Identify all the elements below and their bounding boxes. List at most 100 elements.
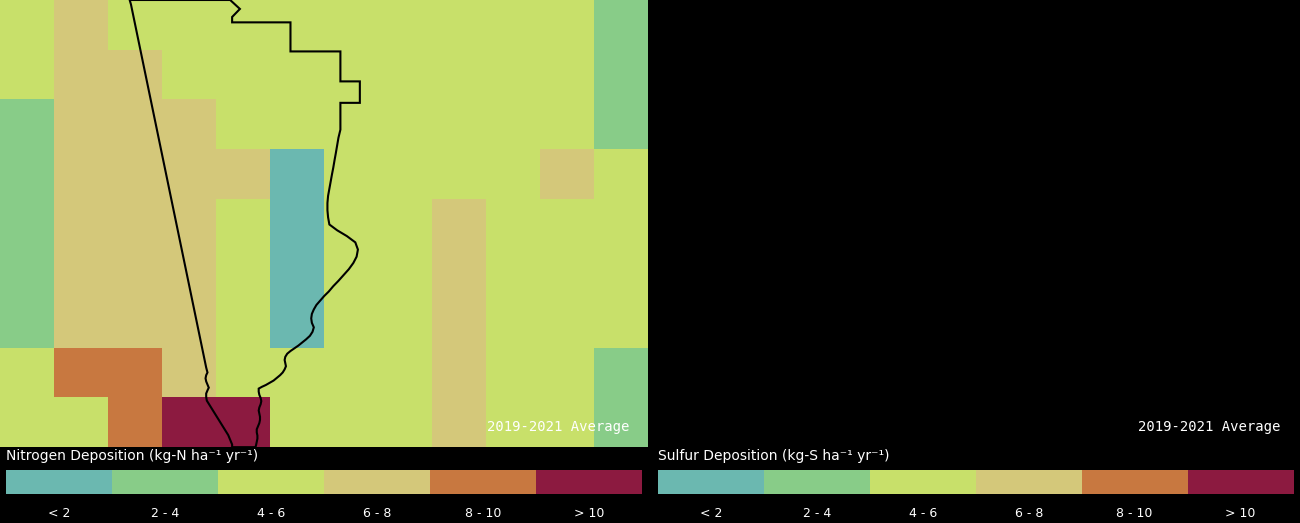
Bar: [0, 50, 55, 99]
Bar: [108, 298, 162, 348]
Bar: [0, 348, 55, 397]
Bar: [486, 149, 541, 199]
Bar: [658, 470, 764, 494]
Bar: [270, 149, 324, 199]
Bar: [324, 248, 378, 298]
Bar: [594, 199, 649, 248]
Bar: [378, 99, 433, 149]
Bar: [270, 298, 324, 348]
Bar: [216, 348, 270, 397]
Bar: [216, 199, 270, 248]
Text: 8 - 10: 8 - 10: [465, 507, 502, 520]
Bar: [324, 0, 378, 50]
Bar: [541, 149, 594, 199]
Bar: [108, 199, 162, 248]
Bar: [324, 99, 378, 149]
Bar: [378, 50, 433, 99]
Bar: [536, 470, 642, 494]
Bar: [55, 298, 108, 348]
Bar: [594, 149, 649, 199]
Bar: [430, 470, 536, 494]
Text: < 2: < 2: [699, 507, 723, 520]
Bar: [108, 50, 162, 99]
Bar: [378, 199, 433, 248]
Bar: [976, 470, 1082, 494]
Bar: [486, 50, 541, 99]
Bar: [541, 99, 594, 149]
Bar: [324, 348, 378, 397]
Bar: [216, 397, 270, 447]
Bar: [108, 149, 162, 199]
Text: 4 - 6: 4 - 6: [257, 507, 286, 520]
Bar: [541, 0, 594, 50]
Bar: [594, 0, 649, 50]
Bar: [162, 248, 216, 298]
Bar: [55, 199, 108, 248]
Bar: [270, 348, 324, 397]
Bar: [0, 149, 55, 199]
Text: 4 - 6: 4 - 6: [909, 507, 937, 520]
Bar: [216, 50, 270, 99]
Bar: [108, 99, 162, 149]
Text: 6 - 8: 6 - 8: [363, 507, 391, 520]
Text: > 10: > 10: [573, 507, 604, 520]
Bar: [378, 0, 433, 50]
Bar: [486, 298, 541, 348]
Bar: [270, 99, 324, 149]
Bar: [162, 149, 216, 199]
Bar: [433, 348, 486, 397]
Bar: [55, 348, 108, 397]
Bar: [218, 470, 324, 494]
Bar: [433, 0, 486, 50]
Text: > 10: > 10: [1226, 507, 1256, 520]
Bar: [433, 50, 486, 99]
Bar: [486, 199, 541, 248]
Bar: [594, 348, 649, 397]
Text: 2019-2021 Average: 2019-2021 Average: [486, 420, 629, 434]
Bar: [216, 0, 270, 50]
Bar: [324, 470, 430, 494]
Bar: [594, 248, 649, 298]
Bar: [486, 99, 541, 149]
Bar: [541, 50, 594, 99]
Bar: [378, 397, 433, 447]
Bar: [486, 248, 541, 298]
Bar: [486, 0, 541, 50]
Bar: [433, 248, 486, 298]
Bar: [270, 50, 324, 99]
Bar: [541, 298, 594, 348]
Bar: [216, 149, 270, 199]
Text: 2 - 4: 2 - 4: [803, 507, 831, 520]
Text: 8 - 10: 8 - 10: [1117, 507, 1153, 520]
Bar: [378, 149, 433, 199]
Bar: [324, 50, 378, 99]
Bar: [870, 470, 976, 494]
Bar: [541, 397, 594, 447]
Bar: [0, 298, 55, 348]
Bar: [433, 397, 486, 447]
Bar: [55, 248, 108, 298]
Bar: [541, 199, 594, 248]
Bar: [0, 199, 55, 248]
Text: < 2: < 2: [48, 507, 70, 520]
Bar: [764, 470, 870, 494]
Bar: [162, 397, 216, 447]
Bar: [108, 348, 162, 397]
Bar: [541, 248, 594, 298]
Bar: [1188, 470, 1294, 494]
Bar: [108, 0, 162, 50]
Bar: [378, 298, 433, 348]
Bar: [216, 248, 270, 298]
Bar: [541, 348, 594, 397]
Bar: [378, 348, 433, 397]
Text: 2 - 4: 2 - 4: [151, 507, 179, 520]
Bar: [324, 298, 378, 348]
Bar: [162, 50, 216, 99]
Bar: [216, 298, 270, 348]
Bar: [270, 0, 324, 50]
Text: 2019-2021 Average: 2019-2021 Average: [1139, 420, 1280, 434]
Bar: [162, 199, 216, 248]
Bar: [162, 99, 216, 149]
Bar: [0, 397, 55, 447]
Bar: [433, 199, 486, 248]
